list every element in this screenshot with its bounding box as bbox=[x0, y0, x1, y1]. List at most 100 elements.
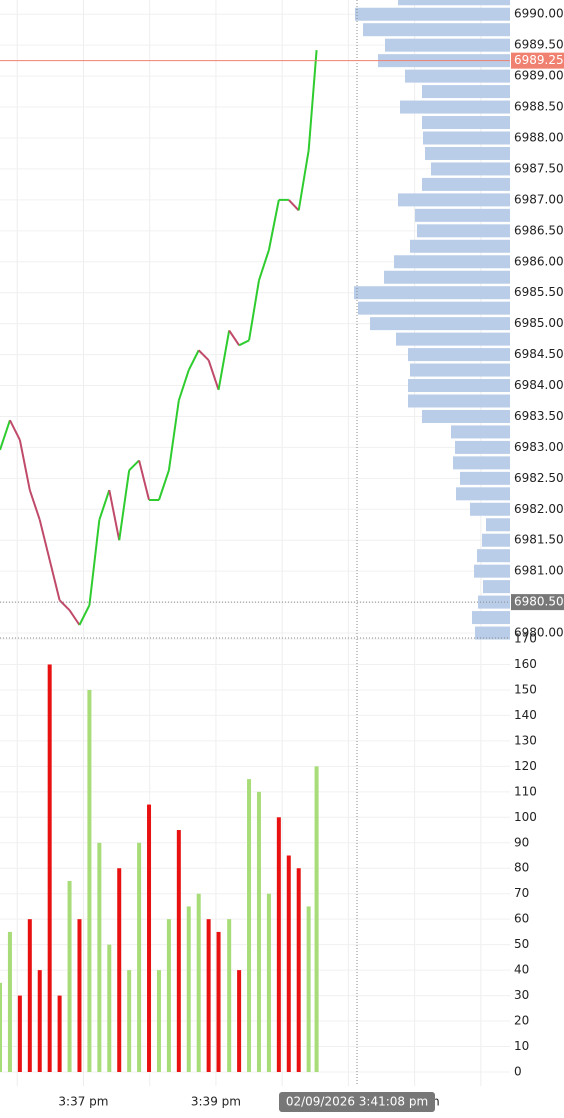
profile-bar bbox=[422, 409, 510, 423]
volume-tick-label: 170 bbox=[514, 632, 537, 646]
price-segment bbox=[158, 469, 170, 501]
volume-bar bbox=[107, 944, 112, 1072]
profile-bar bbox=[455, 440, 510, 454]
profile-bar bbox=[410, 363, 510, 377]
volume-tick-label: 160 bbox=[514, 657, 537, 671]
volume-tick-label: 120 bbox=[514, 759, 537, 773]
price-tick-label: 6987.00 bbox=[514, 192, 564, 206]
volume-tick-label: 0 bbox=[514, 1064, 522, 1078]
profile-bar bbox=[478, 595, 510, 609]
profile-bar bbox=[408, 394, 510, 408]
profile-bar bbox=[474, 564, 510, 578]
profile-bar bbox=[370, 317, 510, 331]
price-tick-label: 6990.00 bbox=[514, 7, 564, 21]
price-segment bbox=[307, 50, 318, 151]
crosshair-time-badge bbox=[279, 1092, 435, 1112]
crosshair-price-badge bbox=[511, 594, 564, 611]
volume-tick-label: 110 bbox=[514, 784, 537, 798]
volume-bar bbox=[7, 931, 12, 1072]
volume-tick-label: 90 bbox=[514, 835, 529, 849]
price-tick-label: 6981.50 bbox=[514, 533, 564, 547]
profile-bar bbox=[408, 348, 510, 362]
price-tick-label: 6986.00 bbox=[514, 254, 564, 268]
profile-bar bbox=[354, 286, 510, 300]
volume-bar bbox=[306, 906, 311, 1072]
volume-bar bbox=[186, 906, 191, 1072]
profile-bar bbox=[415, 208, 510, 222]
profile-bar bbox=[384, 270, 510, 284]
profile-bar bbox=[422, 177, 510, 191]
price-segment bbox=[217, 330, 231, 391]
volume-bar bbox=[216, 931, 221, 1072]
profile-bar bbox=[472, 611, 510, 625]
profile-bar bbox=[431, 162, 510, 176]
price-segment bbox=[108, 489, 121, 541]
price-segment bbox=[138, 460, 150, 501]
price-segment bbox=[0, 419, 11, 451]
profile-bar bbox=[394, 255, 510, 269]
price-tick-label: 6989.00 bbox=[514, 69, 564, 83]
price-segment bbox=[288, 199, 300, 212]
volume-bar bbox=[127, 970, 132, 1072]
profile-bar bbox=[358, 301, 510, 315]
price-segment bbox=[197, 349, 210, 361]
volume-bar bbox=[37, 970, 42, 1072]
profile-bar bbox=[422, 85, 510, 99]
price-segment bbox=[177, 369, 190, 401]
price-tick-label: 6984.50 bbox=[514, 347, 564, 361]
profile-bar bbox=[405, 69, 510, 83]
price-segment bbox=[9, 419, 21, 441]
time-tick-label: 3:39 pm bbox=[191, 1095, 241, 1109]
volume-bar bbox=[206, 919, 211, 1072]
volume-bar bbox=[67, 880, 72, 1072]
price-segment bbox=[98, 489, 111, 521]
volume-bar bbox=[296, 868, 301, 1072]
volume-tick-label: 80 bbox=[514, 861, 529, 875]
profile-bar bbox=[486, 518, 510, 532]
price-segment bbox=[88, 519, 101, 606]
price-tick-label: 6988.50 bbox=[514, 100, 564, 114]
price-tick-label: 6982.50 bbox=[514, 471, 564, 485]
crosshair-time-label: 02/09/2026 3:41:08 pm bbox=[286, 1095, 428, 1109]
price-segment bbox=[28, 489, 41, 521]
profile-bar bbox=[422, 116, 510, 130]
price-segment bbox=[187, 349, 200, 371]
profile-bar bbox=[451, 425, 510, 439]
price-segment bbox=[18, 439, 31, 491]
volume-tick-label: 130 bbox=[514, 733, 537, 747]
price-segment bbox=[267, 199, 280, 251]
volume-tick-label: 10 bbox=[514, 1039, 529, 1053]
volume-bar bbox=[156, 970, 161, 1072]
volume-bar bbox=[166, 919, 171, 1072]
profile-bar bbox=[482, 533, 510, 547]
profile-bar bbox=[398, 193, 510, 207]
profile-bar bbox=[398, 0, 510, 6]
price-tick-label: 6988.00 bbox=[514, 130, 564, 144]
volume-bar bbox=[256, 791, 261, 1072]
profile-bar bbox=[396, 332, 510, 346]
volume-tick-label: 20 bbox=[514, 1014, 529, 1028]
price-tick-label: 6985.00 bbox=[514, 316, 564, 330]
price-segment bbox=[118, 470, 131, 541]
price-tick-label: 6983.50 bbox=[514, 409, 564, 423]
price-tick-label: 6982.00 bbox=[514, 502, 564, 516]
price-tick-label: 6989.50 bbox=[514, 38, 564, 52]
profile-bar bbox=[355, 7, 510, 21]
price-segment bbox=[68, 609, 81, 626]
profile-bar bbox=[400, 100, 510, 114]
price-segment bbox=[207, 359, 220, 391]
volume-bar bbox=[17, 995, 22, 1072]
profile-bar bbox=[470, 502, 510, 516]
volume-bar bbox=[247, 779, 252, 1072]
price-segment bbox=[248, 280, 260, 341]
last-price-badge bbox=[511, 52, 564, 69]
price-tick-label: 6985.50 bbox=[514, 285, 564, 299]
volume-tick-label: 40 bbox=[514, 963, 529, 977]
price-segment bbox=[78, 604, 91, 626]
price-tick-label: 6984.00 bbox=[514, 378, 564, 392]
price-segment bbox=[58, 599, 71, 611]
volume-bar bbox=[286, 855, 291, 1072]
volume-bar bbox=[117, 868, 122, 1072]
profile-bar bbox=[363, 23, 510, 37]
volume-bar bbox=[57, 995, 62, 1072]
